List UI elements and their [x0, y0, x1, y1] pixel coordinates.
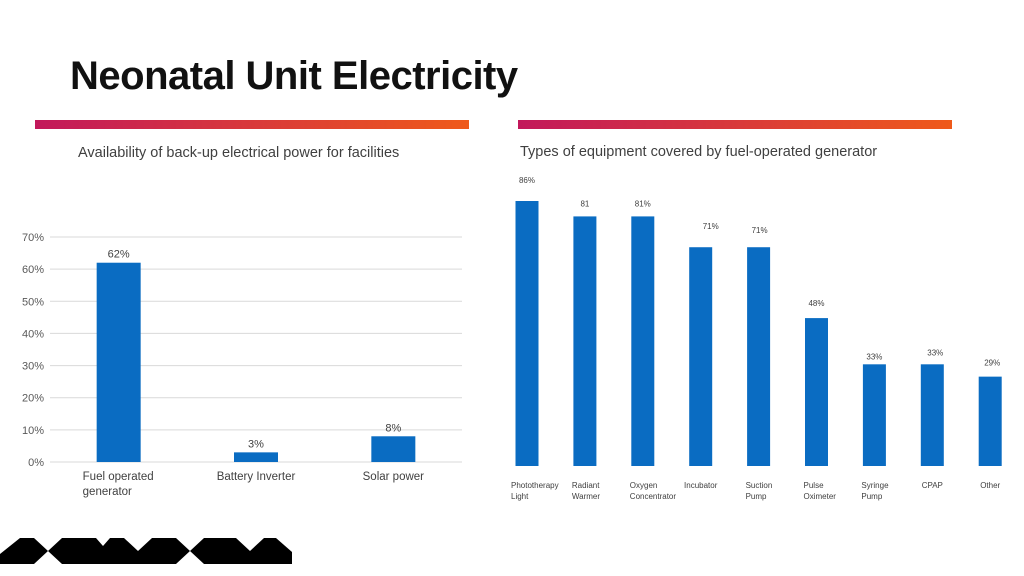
x-tick-label: Oxygen [630, 481, 658, 490]
data-label: 3% [248, 438, 264, 450]
y-tick-label: 40% [22, 328, 44, 340]
accent-rule-right [518, 120, 952, 129]
y-tick-label: 70% [22, 232, 44, 244]
x-tick-label: Radiant [572, 481, 600, 490]
x-tick-label: Syringe [861, 481, 889, 490]
bar [234, 452, 278, 462]
data-label: 29% [984, 359, 1000, 368]
y-tick-label: 60% [22, 264, 44, 276]
data-label: 33% [866, 352, 882, 361]
x-tick-label: CPAP [922, 481, 943, 490]
x-tick-label: Other [980, 481, 1000, 490]
x-tick-label: Pump [746, 492, 767, 501]
data-label: 33% [927, 348, 943, 357]
data-label: 71% [703, 222, 719, 231]
bar [631, 216, 655, 466]
x-tick-label: Fuel operated [83, 471, 154, 483]
chart-title-equipment: Types of equipment covered by fuel-opera… [520, 144, 878, 160]
x-tick-label: Pump [861, 492, 882, 501]
y-tick-label: 20% [22, 393, 44, 405]
x-tick-label: Battery Inverter [217, 471, 296, 483]
bar [96, 262, 141, 462]
bar [573, 216, 597, 466]
data-label: 71% [752, 226, 768, 235]
x-tick-label: Suction [746, 481, 773, 490]
bar [689, 247, 713, 466]
footer-pattern [0, 538, 292, 564]
y-tick-label: 50% [22, 296, 44, 308]
data-label: 81% [635, 199, 651, 208]
x-tick-label: Incubator [684, 481, 718, 490]
y-tick-label: 30% [22, 361, 44, 373]
bar [515, 201, 539, 466]
chart-title-backup-power: Availability of back-up electrical power… [78, 145, 400, 161]
data-label: 8% [385, 422, 401, 434]
bar [747, 247, 771, 466]
x-tick-label: Pulse [804, 481, 825, 490]
bar [805, 318, 828, 466]
y-tick-label: 0% [28, 457, 44, 469]
data-label: 81 [580, 199, 589, 208]
data-label: 48% [808, 299, 824, 308]
bar [920, 364, 944, 466]
x-tick-label: Phototherapy [511, 481, 559, 490]
x-tick-label: Solar power [363, 471, 425, 483]
x-tick-label: generator [83, 486, 132, 498]
x-tick-label: Light [511, 492, 529, 501]
x-tick-label: Concentrator [630, 492, 677, 501]
x-tick-label: Warmer [572, 492, 600, 501]
data-label: 62% [108, 249, 130, 261]
bar [978, 376, 1002, 466]
bar [862, 364, 886, 466]
y-tick-label: 10% [22, 425, 44, 437]
bar [371, 436, 416, 462]
slide-title: Neonatal Unit Electricity [70, 54, 518, 98]
data-label: 86% [519, 176, 535, 185]
accent-rule-left [35, 120, 469, 129]
x-tick-label: Oximeter [804, 492, 837, 501]
